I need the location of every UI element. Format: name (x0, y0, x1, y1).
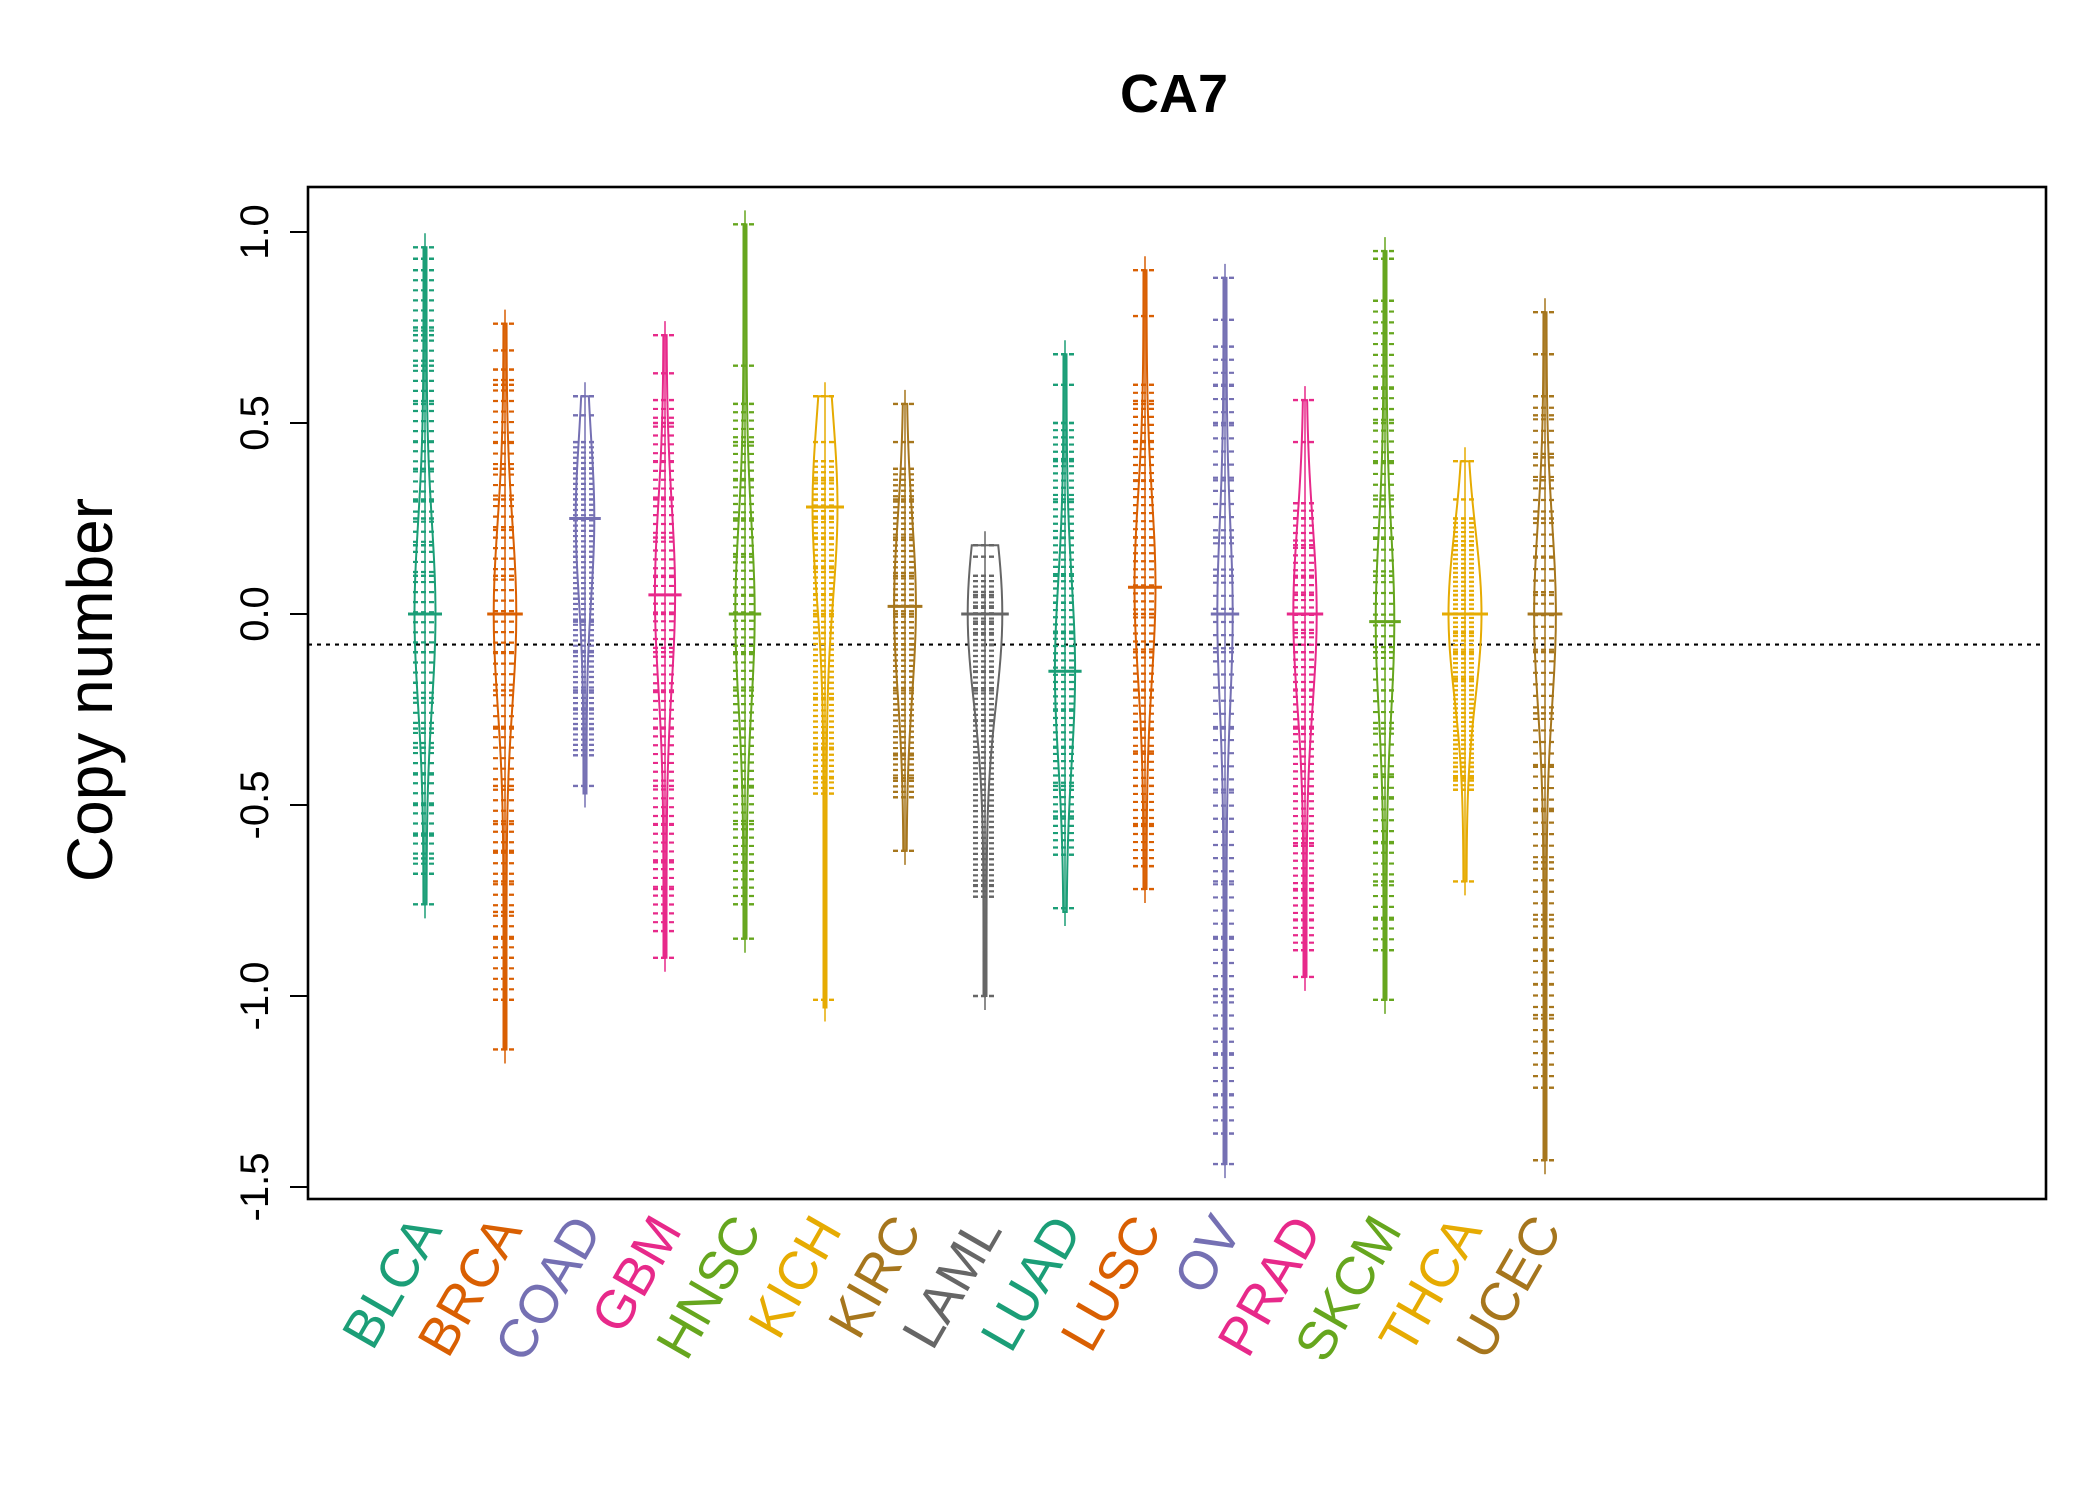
bean-point-band (1133, 383, 1157, 868)
bean-point-band (733, 402, 757, 906)
bean-point-band (413, 269, 437, 875)
bean-point-band (573, 441, 597, 757)
bean-skcm (1369, 237, 1401, 1014)
bean-point-band (1453, 517, 1477, 791)
bean-point-band (1213, 345, 1237, 1135)
bean-density-outline (811, 395, 839, 1009)
y-axis: -1.5 -1.0 -0.5 0.0 0.5 1.0 (233, 204, 309, 1222)
bean-hnsc (728, 210, 762, 953)
bean-laml (961, 531, 1009, 1010)
bean-point-band (1293, 502, 1317, 952)
bean-luad (1048, 340, 1082, 926)
x-axis-category-labels: BLCABRCACOADGBMHNSCKICHKIRCLAMLLUADLUSCO… (331, 1206, 1574, 1371)
bean-thca (1442, 447, 1488, 896)
chart-title: CA7 (1120, 64, 1228, 124)
bean-point-band (1533, 395, 1557, 1089)
y-tick-label: 0.0 (233, 586, 277, 642)
bean-point-band (893, 467, 917, 799)
bean-gbm (648, 321, 682, 972)
bean-kich (806, 382, 844, 1022)
plot-frame (306, 185, 2048, 1201)
y-tick-label: -1.0 (233, 962, 277, 1031)
bean-kirc (887, 389, 923, 865)
bean-lusc (1128, 256, 1162, 904)
y-tick-label: 1.0 (233, 204, 277, 260)
beans (408, 210, 1563, 1179)
bean-brca (487, 309, 523, 1064)
bean-point-band (1053, 421, 1077, 856)
y-tick-label: -1.5 (233, 1153, 277, 1222)
bean-ucec (1527, 298, 1563, 1175)
bean-coad (569, 382, 601, 808)
bean-point-band (653, 398, 677, 933)
y-axis-label: Copy number (54, 498, 126, 882)
bean-blca (408, 233, 442, 919)
y-tick-label: 0.5 (233, 395, 277, 451)
y-tick-label: -0.5 (233, 771, 277, 840)
bean-ov (1210, 263, 1240, 1179)
bean-density-outline (1447, 460, 1483, 883)
bean-point-band (973, 574, 997, 898)
bean-point-band (1373, 299, 1397, 952)
bean-point-band (493, 368, 517, 1001)
bean-prad (1286, 386, 1324, 991)
bean-point-band (813, 460, 837, 795)
